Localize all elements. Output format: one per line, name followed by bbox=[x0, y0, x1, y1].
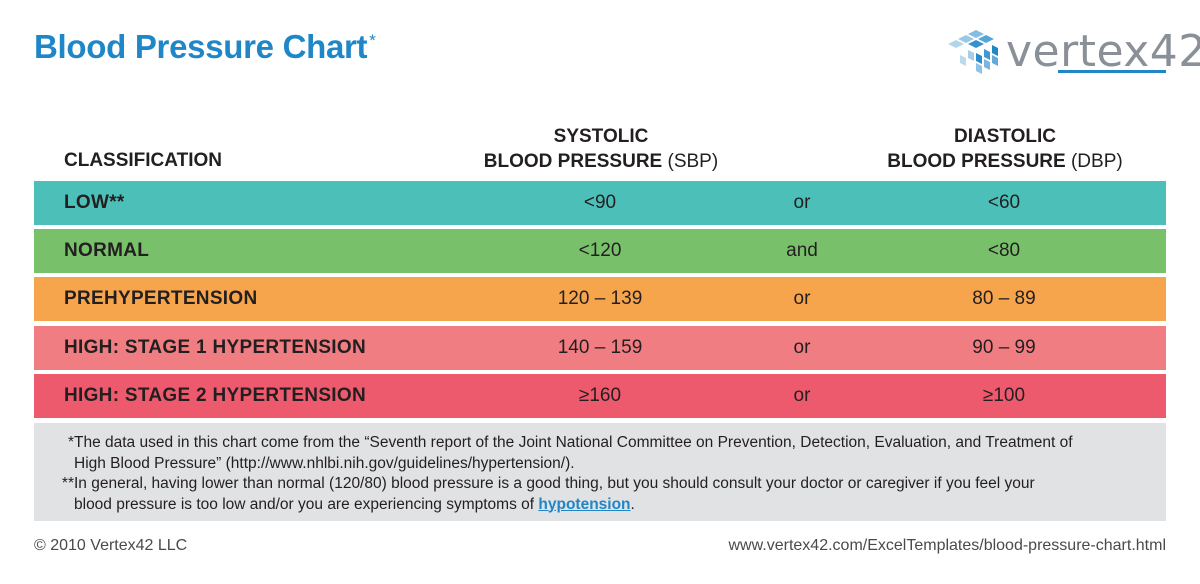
footnote-text-pre: blood pressure is too low and/or you are… bbox=[74, 495, 539, 513]
header-systolic-line1: SYSTOLIC bbox=[553, 126, 649, 147]
footnote-text: The data used in this chart come from th… bbox=[74, 434, 1073, 451]
vertex42-logo[interactable]: vertex42 bbox=[946, 26, 1200, 78]
row-classification: LOW** bbox=[64, 192, 125, 213]
row-classification: NORMAL bbox=[64, 240, 150, 261]
header-systolic: SYSTOLIC BLOOD PRESSURE (SBP) bbox=[456, 124, 746, 174]
title-text: Blood Pressure Chart bbox=[34, 28, 368, 65]
copyright-text: © 2010 Vertex42 LLC bbox=[34, 537, 188, 554]
footnotes-panel: *The data used in this chart come from t… bbox=[34, 423, 1166, 521]
row-classification: HIGH: STAGE 1 HYPERTENSION bbox=[64, 337, 366, 358]
header-diastolic: DIASTOLIC BLOOD PRESSURE (DBP) bbox=[860, 124, 1150, 174]
table-row-normal: NORMAL <120 and <80 bbox=[34, 229, 1166, 273]
footnote-text-continued: High Blood Pressure” (http://www.nhlbi.n… bbox=[74, 454, 575, 472]
header-systolic-bold: BLOOD PRESSURE bbox=[483, 151, 663, 172]
footnote-mark: * bbox=[67, 434, 74, 451]
table-row-prehypertension: PREHYPERTENSION 120 – 139 or 80 – 89 bbox=[34, 277, 1166, 321]
table-row-stage2: HIGH: STAGE 2 HYPERTENSION ≥160 or ≥100 bbox=[34, 374, 1166, 418]
source-url-link[interactable]: www.vertex42.com/ExcelTemplates/blood-pr… bbox=[728, 537, 1167, 554]
row-systolic-value: ≥160 bbox=[578, 385, 622, 406]
row-diastolic-value: <60 bbox=[987, 192, 1021, 213]
row-conjunction: or bbox=[793, 385, 811, 406]
row-conjunction: and bbox=[786, 240, 818, 261]
row-systolic-value: <120 bbox=[578, 240, 622, 261]
page-title: Blood Pressure Chart * bbox=[34, 28, 376, 66]
header-diastolic-line2: BLOOD PRESSURE (DBP) bbox=[860, 149, 1150, 174]
row-diastolic-value: ≥100 bbox=[982, 385, 1026, 406]
footnote-source: *The data used in this chart come from t… bbox=[54, 433, 1156, 474]
footnote-text: In general, having lower than normal (12… bbox=[74, 475, 1035, 492]
header-classification: CLASSIFICATION bbox=[64, 150, 222, 171]
hypotension-link[interactable]: hypotension bbox=[538, 495, 631, 513]
row-diastolic-value: 80 – 89 bbox=[972, 288, 1036, 309]
table-row-stage1: HIGH: STAGE 1 HYPERTENSION 140 – 159 or … bbox=[34, 326, 1166, 370]
row-classification: PREHYPERTENSION bbox=[64, 288, 258, 309]
vertex42-cube-logo-icon bbox=[948, 30, 998, 74]
title-footnote-mark: * bbox=[369, 31, 376, 50]
row-systolic-value: 120 – 139 bbox=[557, 288, 643, 309]
header-diastolic-line1: DIASTOLIC bbox=[953, 126, 1057, 147]
footnote-text-post: . bbox=[630, 495, 635, 513]
footnote-text-continued: blood pressure is too low and/or you are… bbox=[54, 495, 1156, 516]
logo-underline bbox=[1058, 70, 1166, 73]
row-systolic-value: <90 bbox=[583, 192, 617, 213]
table-row-low: LOW** <90 or <60 bbox=[34, 181, 1166, 225]
header-diastolic-abbr: (DBP) bbox=[1070, 151, 1123, 172]
footnote-low-bp: **In general, having lower than normal (… bbox=[54, 474, 1156, 515]
row-classification: HIGH: STAGE 2 HYPERTENSION bbox=[64, 385, 366, 406]
header-systolic-abbr: (SBP) bbox=[667, 151, 719, 172]
logo-text: vertex42 bbox=[1006, 26, 1200, 77]
row-conjunction: or bbox=[793, 337, 811, 358]
row-conjunction: or bbox=[793, 288, 811, 309]
header-diastolic-bold: BLOOD PRESSURE bbox=[887, 151, 1066, 172]
footnote-mark: ** bbox=[61, 475, 74, 492]
row-systolic-value: 140 – 159 bbox=[557, 337, 643, 358]
row-conjunction: or bbox=[793, 192, 811, 213]
header-systolic-line2: BLOOD PRESSURE (SBP) bbox=[456, 149, 746, 174]
row-diastolic-value: 90 – 99 bbox=[972, 337, 1036, 358]
row-diastolic-value: <80 bbox=[987, 240, 1021, 261]
